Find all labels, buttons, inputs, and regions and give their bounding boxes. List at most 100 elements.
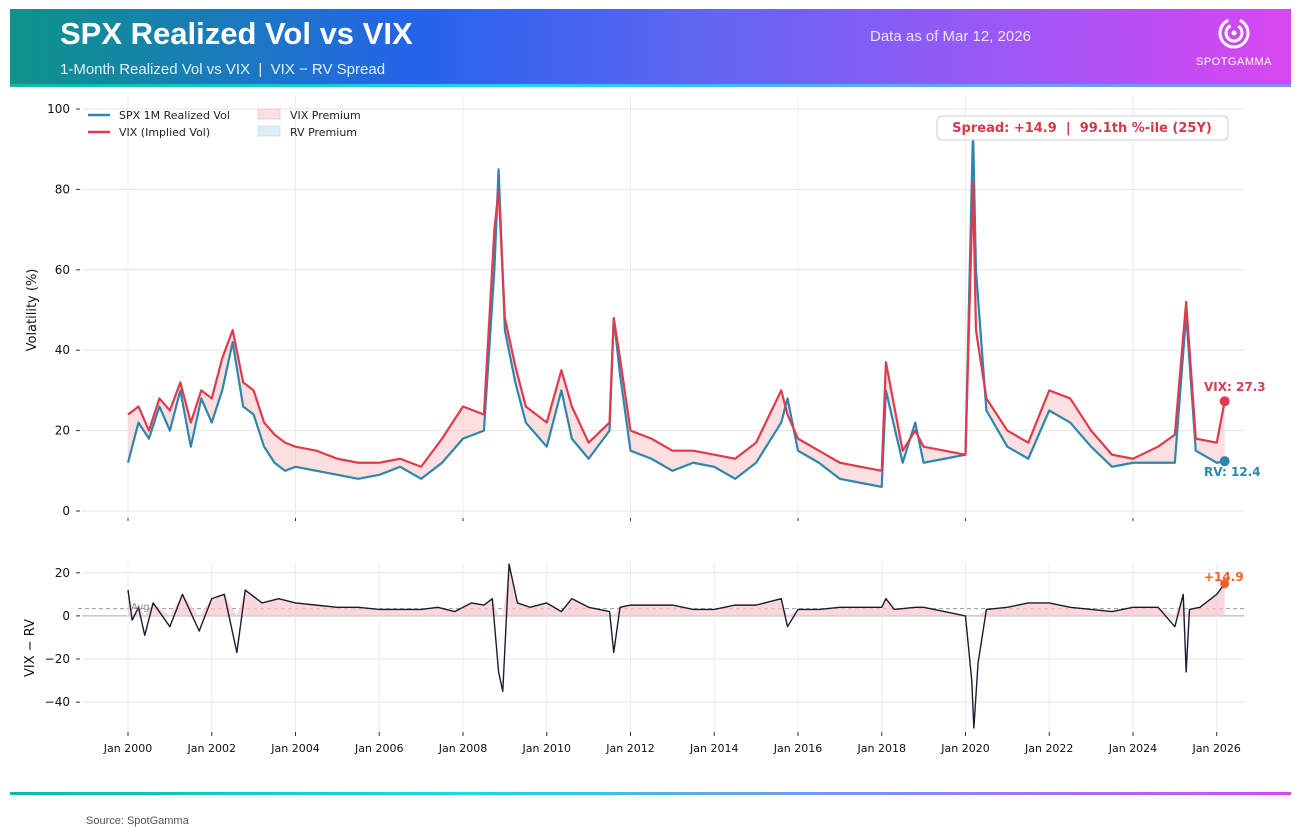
vix-premium-area <box>211 358 223 423</box>
spread-positive-area <box>153 602 170 616</box>
header-divider <box>10 84 1291 87</box>
spread-positive-area <box>672 605 694 616</box>
legend: SPX 1M Realized Vol VIX (Implied Vol) VI… <box>88 108 361 139</box>
top-y-tick-label: 40 <box>55 343 70 357</box>
volatility-panel: 0 20 40 60 80 100 Volatility (%) SPX 1M Reali… <box>25 96 1266 521</box>
footer-divider <box>10 792 1291 795</box>
spread-positive-area <box>630 605 652 616</box>
vix-premium-area <box>588 422 610 459</box>
spread-positive-area <box>735 605 757 616</box>
spread-positive-area <box>261 598 279 616</box>
x-tick-label: Jan 2002 <box>187 742 236 755</box>
vix-premium-area <box>818 450 840 479</box>
spread-positive-area <box>714 605 736 616</box>
spread-annotation: Spread: +14.9 | 99.1th %-ile (25Y) <box>936 115 1229 141</box>
vix-premium-area <box>1049 390 1071 423</box>
x-tick-label: Jan 2018 <box>857 742 906 755</box>
vix-series-line <box>127 180 1226 472</box>
spread-positive-area <box>471 602 484 616</box>
spread-positive-area <box>860 607 882 616</box>
spread-positive-area <box>693 609 715 616</box>
spread-positive-area <box>483 598 493 616</box>
spread-positive-area <box>756 598 782 616</box>
legend-vix-premium-label: VIX Premium <box>290 109 361 122</box>
x-tick-label: Jan 2016 <box>773 742 822 755</box>
vix-end-label: VIX: 27.3 <box>1204 380 1266 394</box>
spread-positive-area <box>571 598 589 616</box>
spread-positive-area <box>278 598 296 616</box>
vix-premium-area <box>400 458 422 479</box>
spread-positive-area <box>400 609 422 616</box>
vix-premium-area <box>1112 454 1133 467</box>
spread-end-label: +14.9 <box>1204 570 1244 584</box>
x-tick-label: Jan 2022 <box>1024 742 1073 755</box>
vix-premium-area <box>860 466 882 487</box>
spread-positive-area <box>379 609 401 616</box>
spread-positive-area <box>1028 602 1050 616</box>
top-y-tick-label: 0 <box>62 504 70 518</box>
spread-positive-area <box>881 598 886 616</box>
logo-swirl-icon <box>1218 17 1250 49</box>
vix-premium-area <box>797 438 819 463</box>
spread-positive-area <box>839 607 861 616</box>
bottom-y-tick-label: −40 <box>45 695 70 709</box>
chart-subtitle: 1-Month Realized Vol vs VIX | VIX − RV S… <box>60 61 386 78</box>
legend-rv-label: SPX 1M Realized Vol <box>119 109 230 122</box>
vix-premium-area <box>672 450 694 471</box>
spread-end-marker <box>1220 579 1230 589</box>
legend-rv-premium-label: RV Premium <box>290 126 357 139</box>
x-tick-label: Jan 2000 <box>103 742 152 755</box>
x-tick-label: Jan 2024 <box>1108 742 1157 755</box>
spread-positive-area <box>316 605 338 616</box>
vix-premium-area <box>1091 430 1113 467</box>
logo-text: SPOTGAMMA <box>1195 56 1272 68</box>
vix-premium-area <box>421 438 443 479</box>
vix-premium-area <box>243 382 254 415</box>
spread-positive-area <box>1112 607 1133 616</box>
spread-positive-area <box>978 609 987 616</box>
spread-series-line <box>127 563 1226 729</box>
spread-positive-area <box>337 607 359 616</box>
rv-series-line <box>126 128 1225 488</box>
vix-premium-area <box>253 390 265 447</box>
vix-premium-area <box>714 454 736 479</box>
spread-positive-area <box>915 607 924 616</box>
spread-positive-area <box>885 598 895 616</box>
spotgamma-logo: SPOTGAMMA <box>1188 16 1280 68</box>
x-tick-label: Jan 2020 <box>940 742 989 755</box>
spread-positive-area <box>588 607 610 616</box>
vix-end-marker <box>1219 396 1230 407</box>
x-tick-label: Jan 2004 <box>270 742 319 755</box>
vix-premium-area <box>1028 390 1050 459</box>
spread-positive-area <box>1132 607 1159 616</box>
legend-vix-label: VIX (Implied Vol) <box>119 126 210 139</box>
vix-premium-area <box>525 406 547 447</box>
spread-positive-area <box>437 607 455 616</box>
x-tick-label: Jan 2014 <box>689 742 738 755</box>
spread-positive-area <box>295 602 317 616</box>
vix-premium-area <box>756 390 782 463</box>
x-tick-label: Jan 2012 <box>605 742 654 755</box>
spread-positive-area <box>245 590 262 616</box>
bottom-y-tick-label: 20 <box>55 566 70 580</box>
rv-end-label: RV: 12.4 <box>1204 465 1261 479</box>
x-tick-label: Jan 2026 <box>1191 742 1240 755</box>
source-note: Source: SpotGamma <box>86 815 189 827</box>
spread-positive-area <box>923 607 945 616</box>
vix-premium-area <box>295 446 317 471</box>
spread-positive-area <box>182 594 200 616</box>
spread-positive-area <box>797 609 819 616</box>
x-tick-label: Jan 2010 <box>522 742 571 755</box>
vix-premium-area <box>274 434 286 471</box>
bottom-y-axis-label: VIX − RV <box>23 619 38 677</box>
spread-panel: −40 −20 0 20 Jan 2000 Jan 2002 Jan 2004 Jan 200… <box>23 562 1244 755</box>
vix-premium-area <box>986 398 1008 447</box>
avg-label: Avg <box>131 602 150 613</box>
x-tick-label: Jan 2006 <box>354 742 403 755</box>
spread-positive-area <box>651 605 673 616</box>
vix-premium-area <box>651 438 673 471</box>
vix-premium-area <box>1158 434 1175 463</box>
top-y-tick-label: 60 <box>55 263 70 277</box>
spread-positive-area <box>169 594 183 616</box>
vix-premium-area <box>839 462 861 483</box>
